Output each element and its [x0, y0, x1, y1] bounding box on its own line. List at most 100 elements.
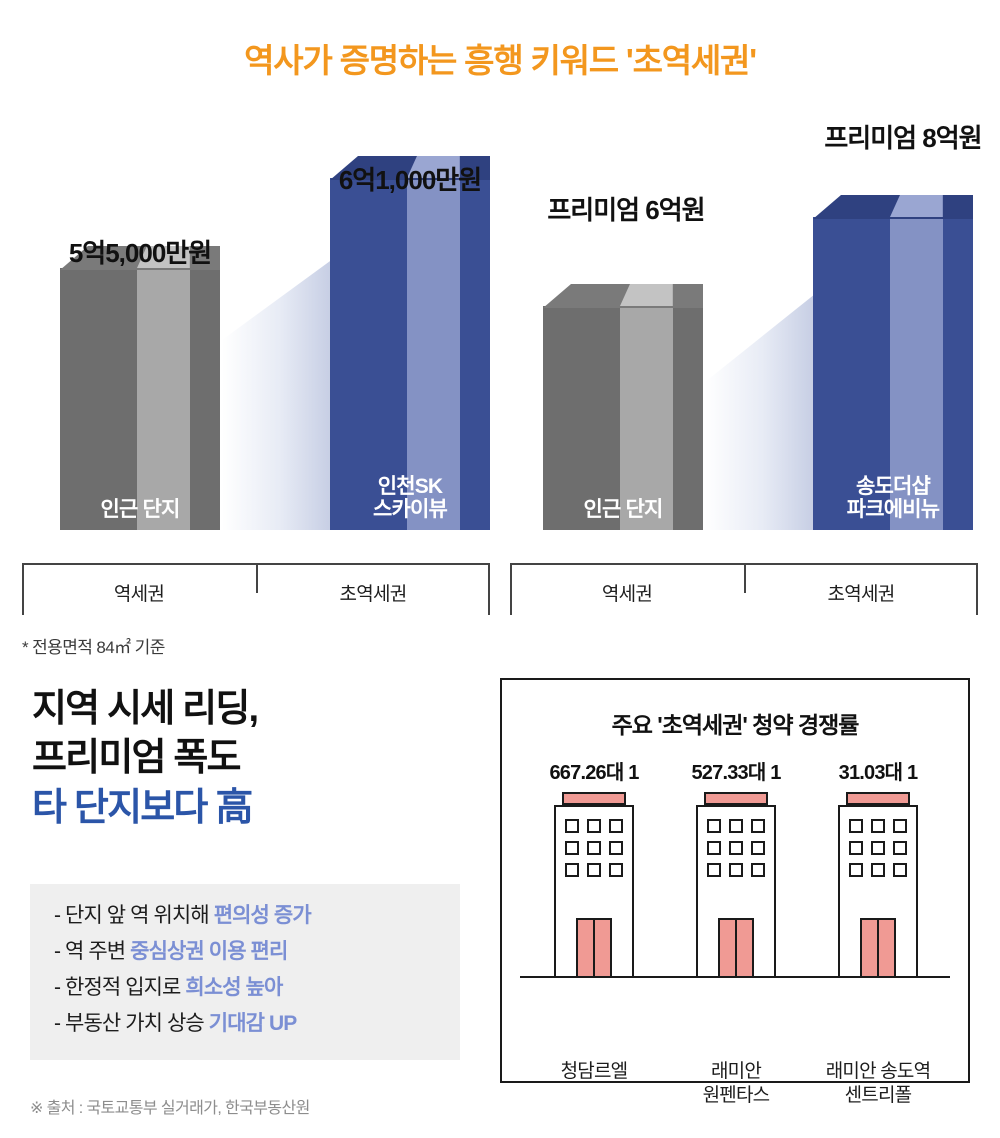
building-column-0: 667.26대 1 청담르엘 — [524, 756, 664, 1082]
building-body — [696, 805, 776, 976]
building-name-line2: 원펜타스 — [702, 1084, 771, 1106]
building-name-line1: 래미안 송도역 — [825, 1061, 931, 1082]
bar-label-line1: 송도더샵 — [855, 474, 931, 498]
panel-title: 주요 '초역세권' 청약 경쟁률 — [611, 712, 860, 738]
axis-tick-right-start — [510, 563, 512, 615]
door-icon — [718, 918, 754, 976]
list-item: - 한정적 입지로 희소성 높아 — [54, 970, 460, 1006]
value-label-right-neighborhood: 프리미엄 6억원 — [547, 195, 705, 225]
window-icon — [729, 863, 743, 877]
building-name-line2: 센트리폴 — [844, 1084, 913, 1106]
building-name-0: 청담르엘 — [514, 1060, 674, 1084]
axis-tick-right-mid — [744, 563, 746, 593]
subscription-ratio-panel: 주요 '초역세권' 청약 경쟁률 667.26대 1 — [500, 678, 970, 1106]
chart-group-left: 인근 단지 5억5,000만원 인천SK 스카이뷰 6억1,000만원 — [22, 100, 490, 630]
window-grid — [849, 819, 907, 877]
axis-tick-left-end — [488, 563, 490, 615]
bar-label-songdo: 송도더샵 파크에비뉴 — [813, 475, 973, 522]
panel-ground-line — [520, 976, 950, 978]
building-roof — [562, 792, 626, 805]
axis-tick-left-start — [22, 563, 24, 615]
building-roof — [704, 792, 768, 805]
building-name-2: 래미안 송도역 센트리폴 — [798, 1060, 958, 1108]
chart-axis: 역세권 초역세권 역세권 초역세권 — [0, 563, 1000, 633]
window-icon — [587, 841, 601, 855]
bar-highlight — [406, 178, 460, 530]
door-icon — [576, 918, 612, 976]
bar-top-cap-highlight — [136, 246, 190, 268]
building-icon — [696, 792, 776, 976]
window-icon — [729, 819, 743, 833]
list-item: - 역 주변 중심상권 이용 편리 — [54, 934, 460, 970]
bullet-highlight: 편의성 증가 — [213, 904, 312, 927]
ratio-value-1: 527.33대 1 — [691, 762, 781, 784]
value-label-left-incheon-sk: 6억1,000만원 — [338, 165, 482, 195]
benefits-list: - 단지 앞 역 위치해 편의성 증가 - 역 주변 중심상권 이용 편리 - … — [30, 884, 460, 1060]
connector-wedge-left — [222, 245, 352, 530]
window-icon — [729, 841, 743, 855]
window-icon — [751, 819, 765, 833]
window-grid — [565, 819, 623, 877]
window-icon — [871, 863, 885, 877]
list-item: - 부동산 가치 상승 기대감 UP — [54, 1006, 460, 1042]
axis-category-left-2: 초역세권 — [339, 584, 407, 605]
window-grid — [707, 819, 765, 877]
bar-top-cap-highlight — [406, 156, 460, 178]
axis-category-right-1: 역세권 — [601, 584, 653, 605]
building-body — [554, 805, 634, 976]
bar-label-neighborhood-right: 인근 단지 — [583, 498, 663, 522]
window-icon — [849, 863, 863, 877]
value-label-right-songdo: 프리미엄 8억원 — [824, 123, 982, 153]
bar-chart: 인근 단지 5억5,000만원 인천SK 스카이뷰 6억1,000만원 — [0, 100, 1000, 630]
bullet-text: - 단지 앞 역 위치해 — [54, 904, 214, 927]
bar-top-cap-highlight — [619, 284, 673, 306]
door-icon — [860, 918, 896, 976]
bullet-highlight: 중심상권 이용 편리 — [130, 940, 288, 964]
window-icon — [565, 841, 579, 855]
bar-highlight — [889, 217, 943, 530]
window-icon — [871, 819, 885, 833]
bullet-text: - 한정적 입지로 — [54, 976, 186, 1000]
headline-line-1: 지역 시세 리딩, — [32, 688, 259, 730]
window-icon — [609, 819, 623, 833]
bar-label-line1: 인천SK — [377, 474, 443, 498]
bullet-text: - 부동산 가치 상승 — [54, 1012, 209, 1036]
building-name-line1: 래미안 — [710, 1061, 762, 1082]
chart-footnote: * 전용면적 84㎡ 기준 — [22, 638, 165, 657]
axis-category-right-2: 초역세권 — [827, 584, 895, 605]
bar-label-line2: 스카이뷰 — [372, 498, 448, 522]
ratio-value-0: 667.26대 1 — [549, 762, 639, 784]
bar-highlight — [619, 306, 673, 530]
bar-label-line2: 파크에비뉴 — [846, 498, 940, 522]
window-icon — [751, 863, 765, 877]
window-icon — [893, 819, 907, 833]
bar-right-neighborhood: 인근 단지 — [543, 284, 703, 530]
chart-group-right: 인근 단지 프리미엄 6억원 송도더샵 파크에비뉴 프리미엄 8억원 — [510, 100, 983, 630]
bullet-text: - 역 주변 — [54, 940, 131, 964]
window-icon — [609, 863, 623, 877]
value-label-left-neighborhood: 5억5,000만원 — [68, 238, 212, 268]
window-icon — [871, 841, 885, 855]
axis-category-left-1: 역세권 — [113, 584, 165, 605]
window-icon — [565, 863, 579, 877]
window-icon — [587, 819, 601, 833]
window-icon — [893, 863, 907, 877]
bar-left-neighborhood: 인근 단지 — [60, 246, 220, 530]
headline-line-2: 프리미엄 폭도 — [32, 737, 242, 780]
headline-line-3: 타 단지보다 高 — [32, 786, 253, 829]
bar-label-incheon-sk: 인천SK 스카이뷰 — [330, 475, 490, 522]
building-name-line1: 청담르엘 — [560, 1061, 629, 1082]
axis-tick-right-end — [976, 563, 978, 615]
bar-right-songdo: 송도더샵 파크에비뉴 — [813, 195, 973, 530]
window-icon — [849, 819, 863, 833]
building-roof — [846, 792, 910, 805]
window-icon — [707, 863, 721, 877]
building-name-1: 래미안 원펜타스 — [656, 1060, 816, 1108]
list-item: - 단지 앞 역 위치해 편의성 증가 — [54, 898, 460, 934]
building-column-1: 527.33대 1 래미안 원펜타스 — [666, 756, 806, 1106]
bullet-highlight: 희소성 높아 — [185, 976, 283, 1000]
bar-highlight — [136, 268, 190, 530]
section-headline: 지역 시세 리딩, 프리미엄 폭도 타 단지보다 高 — [32, 685, 259, 833]
building-body — [838, 805, 918, 976]
bar-label-neighborhood-left: 인근 단지 — [100, 498, 180, 522]
